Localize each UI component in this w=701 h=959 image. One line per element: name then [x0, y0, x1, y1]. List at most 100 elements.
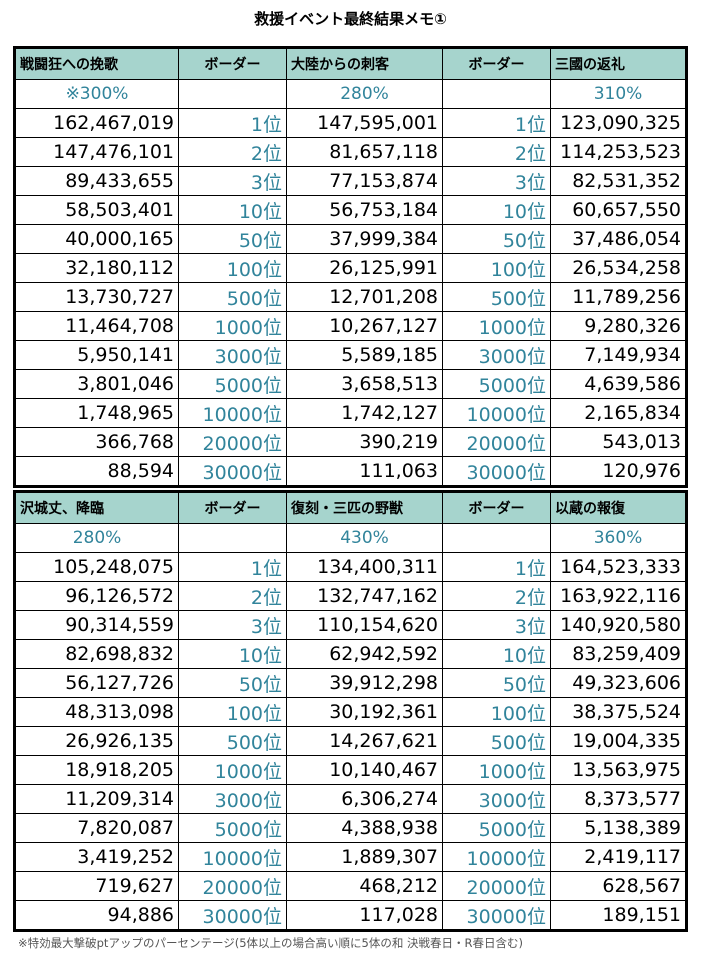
rank-cell: 20000位	[178, 871, 287, 901]
score-cell: 628,567	[550, 871, 687, 901]
rank-cell: 1000位	[442, 311, 551, 341]
table-row: 11,209,314 3000位 6,306,274 3000位 8,373,577	[14, 784, 687, 814]
score-cell: 147,476,101	[14, 137, 179, 167]
score-cell: 38,375,524	[550, 697, 687, 727]
score-cell: 14,267,621	[286, 726, 443, 756]
table-row: 26,926,135 500位 14,267,621 500位 19,004,335	[14, 726, 687, 756]
table-row: 89,433,655 3位 77,153,874 3位 82,531,352	[14, 166, 687, 196]
score-cell: 114,253,523	[550, 137, 687, 167]
score-cell: 82,531,352	[550, 166, 687, 196]
event-name-header: 沢城丈、降臨	[14, 491, 179, 524]
table-row: 40,000,165 50位 37,999,384 50位 37,486,054	[14, 224, 687, 254]
score-cell: 96,126,572	[14, 581, 179, 611]
score-cell: 8,373,577	[550, 784, 687, 814]
score-cell: 40,000,165	[14, 224, 179, 254]
score-cell: 9,280,326	[550, 311, 687, 341]
rank-cell: 500位	[442, 282, 551, 312]
results-table-2: 沢城丈、降臨 ボーダー 復刻・三匹の野獣 ボーダー 以蔵の報復 280% 430% 360% 1…	[13, 490, 688, 932]
table-row: 13,730,727 500位 12,701,208 500位 11,789,256	[14, 282, 687, 312]
score-cell: 110,154,620	[286, 610, 443, 640]
score-cell: 39,912,298	[286, 668, 443, 698]
rank-cell: 5000位	[442, 813, 551, 843]
score-cell: 189,151	[550, 900, 687, 931]
rank-cell: 3000位	[178, 784, 287, 814]
score-cell: 88,594	[14, 456, 179, 487]
rank-cell: 3位	[178, 166, 287, 196]
rank-cell: 10位	[178, 639, 287, 669]
rank-cell: 10位	[442, 195, 551, 225]
table-row: 162,467,019 1位 147,595,001 1位 123,090,325	[14, 108, 687, 138]
rank-cell: 5000位	[178, 813, 287, 843]
rank-cell: 5000位	[442, 369, 551, 399]
rank-cell: 500位	[178, 726, 287, 756]
table-row: 5,950,141 3000位 5,589,185 3000位 7,149,934	[14, 340, 687, 370]
score-cell: 62,942,592	[286, 639, 443, 669]
rank-cell: 2位	[178, 581, 287, 611]
score-cell: 94,886	[14, 900, 179, 931]
rank-cell: 30000位	[178, 456, 287, 487]
event-percent: ※300%	[14, 79, 179, 109]
rank-cell: 1位	[442, 552, 551, 582]
table-row: 366,768 20000位 390,219 20000位 543,013	[14, 427, 687, 457]
score-cell: 105,248,075	[14, 552, 179, 582]
table-row: 58,503,401 10位 56,753,184 10位 60,657,550	[14, 195, 687, 225]
rank-cell: 3位	[178, 610, 287, 640]
border-header: ボーダー	[442, 491, 551, 524]
score-cell: 390,219	[286, 427, 443, 457]
table-row: 1,748,965 10000位 1,742,127 10000位 2,165,834	[14, 398, 687, 428]
score-cell: 11,209,314	[14, 784, 179, 814]
score-cell: 10,140,467	[286, 755, 443, 785]
score-cell: 77,153,874	[286, 166, 443, 196]
rank-cell: 3位	[442, 610, 551, 640]
score-cell: 56,753,184	[286, 195, 443, 225]
rank-cell: 3位	[442, 166, 551, 196]
score-cell: 3,658,513	[286, 369, 443, 399]
score-cell: 2,165,834	[550, 398, 687, 428]
score-cell: 468,212	[286, 871, 443, 901]
score-cell: 120,976	[550, 456, 687, 487]
table-row: 105,248,075 1位 134,400,311 1位 164,523,333	[14, 552, 687, 582]
score-cell: 164,523,333	[550, 552, 687, 582]
score-cell: 13,730,727	[14, 282, 179, 312]
event-percent: 430%	[286, 523, 443, 553]
table-row: 82,698,832 10位 62,942,592 10位 83,259,409	[14, 639, 687, 669]
rank-cell: 1000位	[178, 755, 287, 785]
rank-cell: 20000位	[178, 427, 287, 457]
rank-cell: 500位	[178, 282, 287, 312]
event-name-header: 戦闘狂への挽歌	[14, 47, 179, 80]
rank-cell: 10000位	[442, 842, 551, 872]
score-cell: 37,999,384	[286, 224, 443, 254]
score-cell: 117,028	[286, 900, 443, 931]
rank-cell: 50位	[178, 224, 287, 254]
footnote: ※特効最大撃破ptアップのパーセンテージ(5体以上の場合高い順に5体の和 決戦春…	[18, 936, 523, 950]
score-cell: 132,747,162	[286, 581, 443, 611]
score-cell: 26,125,991	[286, 253, 443, 283]
table-row: 90,314,559 3位 110,154,620 3位 140,920,580	[14, 610, 687, 640]
rank-cell: 100位	[442, 697, 551, 727]
percent-row: ※300% 280% 310%	[14, 79, 687, 109]
score-cell: 18,918,205	[14, 755, 179, 785]
score-cell: 10,267,127	[286, 311, 443, 341]
score-cell: 2,419,117	[550, 842, 687, 872]
event-percent: 360%	[550, 523, 687, 553]
rank-cell: 1000位	[178, 311, 287, 341]
rank-cell: 30000位	[442, 900, 551, 931]
event-name-header: 三國の返礼	[550, 47, 687, 80]
score-cell: 6,306,274	[286, 784, 443, 814]
score-cell: 5,589,185	[286, 340, 443, 370]
score-cell: 543,013	[550, 427, 687, 457]
rank-cell: 3000位	[442, 784, 551, 814]
rank-cell: 500位	[442, 726, 551, 756]
event-percent: 280%	[14, 523, 179, 553]
score-cell: 1,742,127	[286, 398, 443, 428]
score-cell: 366,768	[14, 427, 179, 457]
rank-cell: 100位	[442, 253, 551, 283]
score-cell: 5,950,141	[14, 340, 179, 370]
table-row: 3,801,046 5000位 3,658,513 5000位 4,639,586	[14, 369, 687, 399]
score-cell: 83,259,409	[550, 639, 687, 669]
rank-cell: 50位	[442, 224, 551, 254]
rank-cell: 50位	[442, 668, 551, 698]
border-header: ボーダー	[178, 491, 287, 524]
results-table-1: 戦闘狂への挽歌 ボーダー 大陸からの刺客 ボーダー 三國の返礼 ※300% 280% 310%…	[13, 46, 688, 488]
score-cell: 60,657,550	[550, 195, 687, 225]
